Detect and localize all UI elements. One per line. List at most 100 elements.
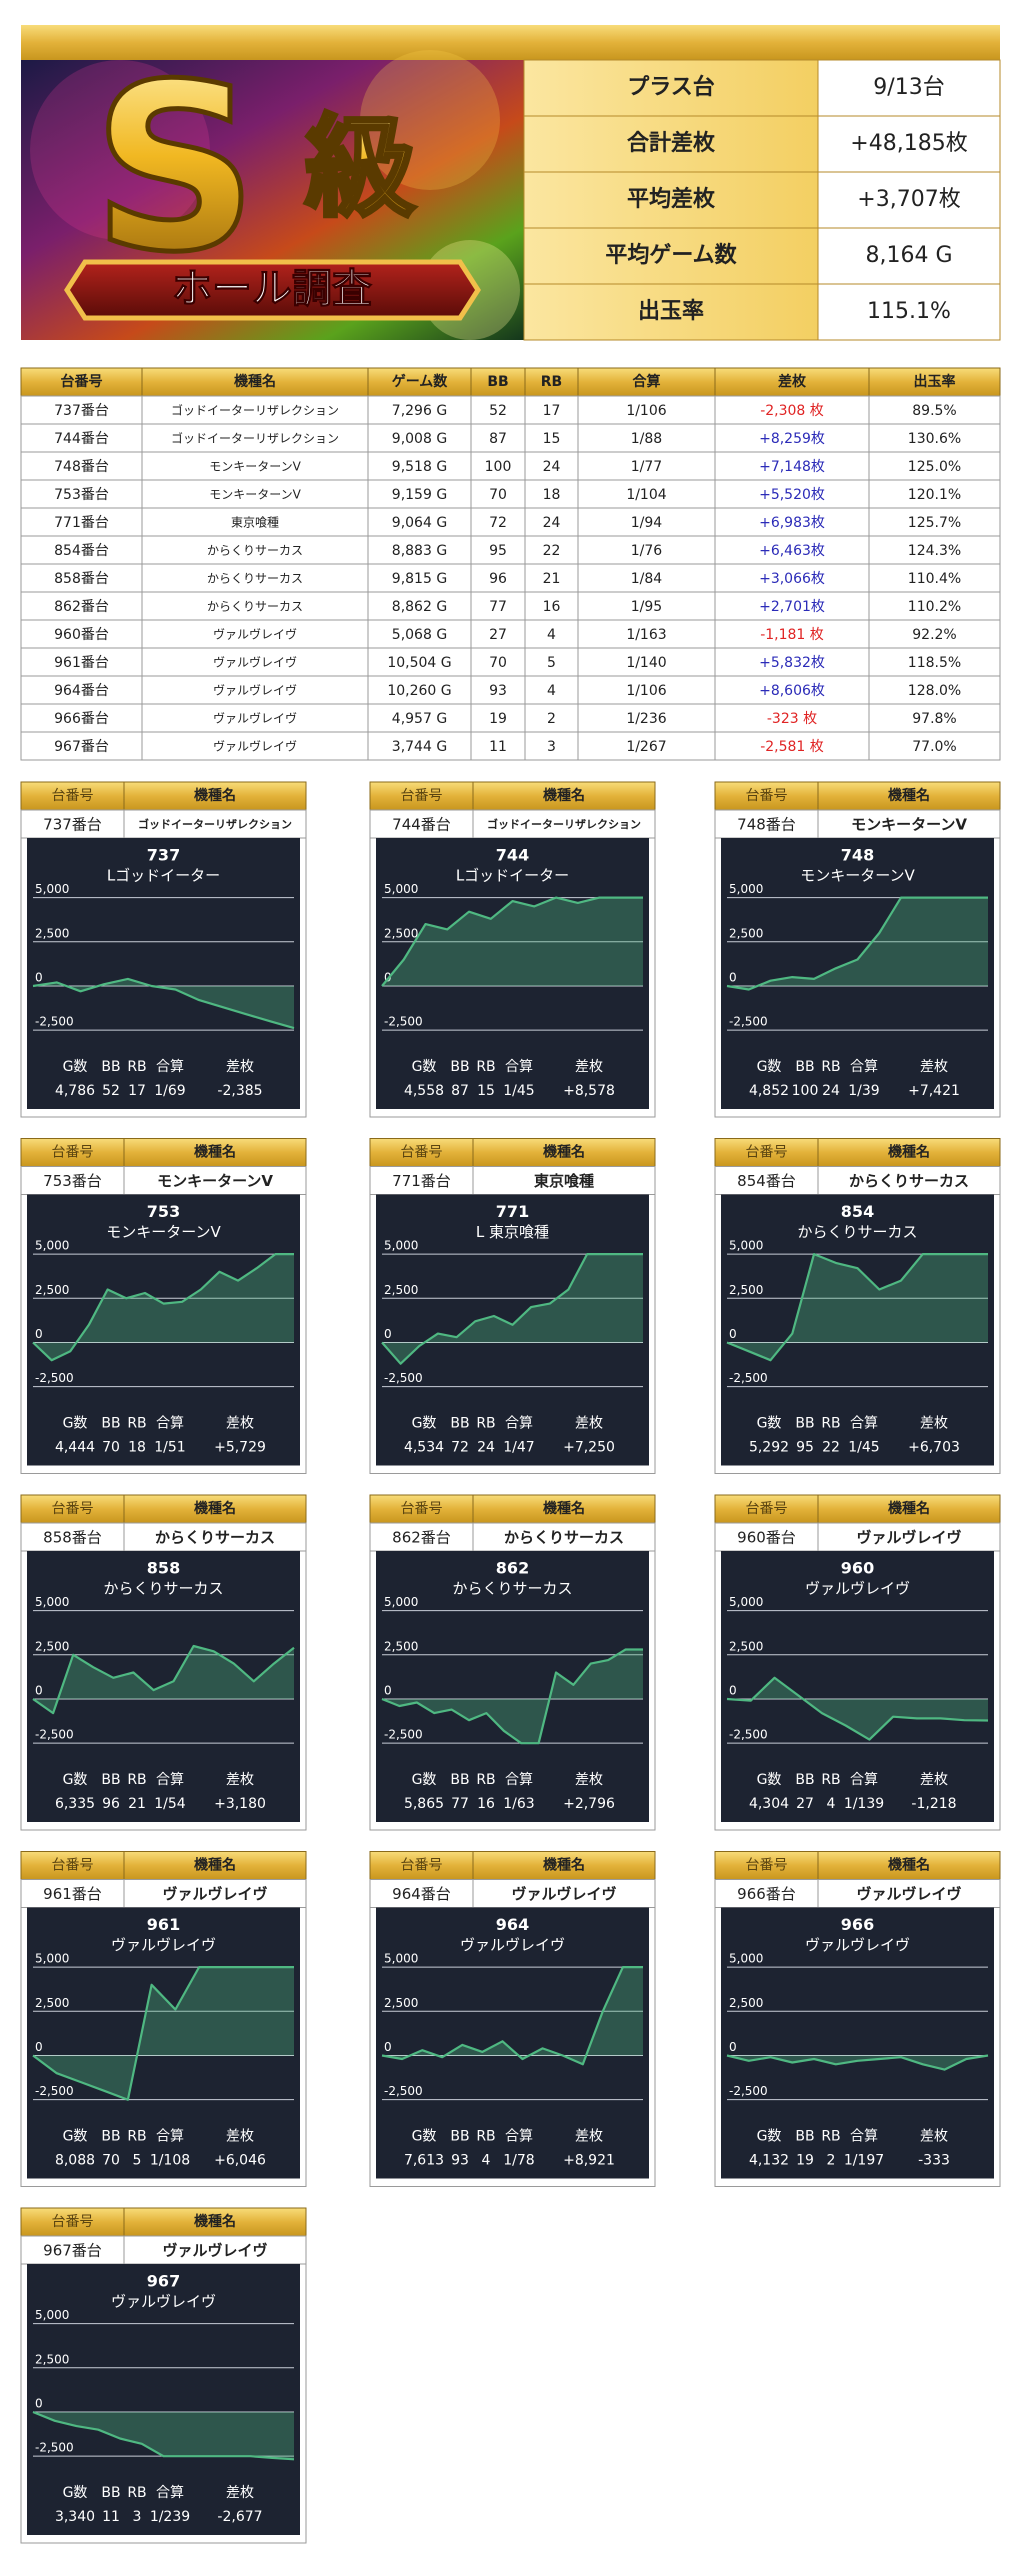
table-text: 961番台 [54, 655, 109, 671]
table-text: からくりサーカス [207, 544, 303, 558]
y-tick-label: 5,000 [729, 1952, 763, 1966]
card-name: ゴッドイーターリザレクション [138, 817, 292, 831]
card-header-cell [369, 1851, 474, 1880]
table-diff: +6,463枚 [759, 543, 825, 559]
y-tick-label: 0 [729, 1683, 737, 1697]
area [33, 2411, 294, 2460]
table-cell [577, 479, 716, 509]
glow [360, 50, 500, 190]
table-text: モンキーターンV [209, 460, 301, 474]
table-text: 9,064 G [392, 515, 447, 531]
y-tick-label: 2,500 [729, 1639, 763, 1653]
table-text: 1/104 [626, 487, 666, 503]
y-tick-label: 0 [729, 970, 737, 984]
stat-header: RB [127, 1772, 146, 1788]
line [381, 896, 643, 987]
y-tick-label: -2,500 [384, 1371, 423, 1385]
table-cell [141, 535, 369, 565]
table-cell [714, 591, 870, 621]
table-cell [714, 423, 870, 453]
table-cell [20, 591, 143, 621]
card-header: 機種名 [543, 1500, 585, 1517]
stat-header: BB [101, 2485, 120, 2501]
line [726, 1676, 989, 1741]
stat-header: BB [795, 1059, 814, 1075]
stat-value: 100 [792, 1083, 819, 1099]
stat-value: 52 [102, 1083, 120, 1099]
y-tick-label: 5,000 [35, 1595, 69, 1609]
stat-header: 差枚 [575, 2129, 603, 2145]
table-text: 22 [543, 543, 561, 559]
table-cell [524, 619, 579, 649]
table-text: 771番台 [54, 515, 109, 531]
table-text: 966番台 [54, 711, 109, 727]
table-cell [868, 479, 1001, 509]
stat-header: BB [795, 2129, 814, 2145]
stat-header: 差枚 [226, 1772, 254, 1788]
table-text: 18 [543, 487, 561, 503]
stat-header: 合算 [505, 2129, 533, 2145]
table-text: 1/140 [626, 655, 666, 671]
table-diff: +7,148枚 [759, 459, 825, 475]
chart-panel [27, 838, 300, 1109]
table-text: 7,296 G [392, 403, 447, 419]
y-tick-label: 0 [384, 1683, 392, 1697]
line [726, 896, 988, 991]
stat-value: 24 [822, 1083, 840, 1099]
table-cell [868, 563, 1001, 593]
stat-value: 4,444 [55, 1440, 95, 1456]
y-tick-label: 5,000 [384, 1952, 418, 1966]
table-cell [367, 535, 472, 565]
summary-value: 115.1% [867, 299, 951, 324]
card-header: 台番号 [52, 1858, 94, 1874]
area [33, 1967, 294, 2100]
area [382, 1649, 643, 1744]
stat-header: 合算 [156, 2485, 184, 2501]
stat-header: 合算 [505, 1416, 533, 1432]
table-cell [524, 451, 579, 481]
line [726, 1253, 988, 1362]
table-text: 24 [543, 515, 561, 531]
stat-value: 5,292 [749, 1440, 789, 1456]
card-header: 台番号 [401, 1858, 443, 1874]
card-name: からくりサーカス [504, 1529, 624, 1547]
table-text: 1/84 [631, 571, 663, 587]
card-name: モンキーターンV [851, 816, 967, 834]
stat-header: 合算 [156, 2129, 184, 2145]
area [33, 978, 294, 1029]
table-text: 1/163 [626, 627, 666, 643]
table-cell [577, 731, 716, 761]
y-tick-label: -2,500 [35, 1728, 74, 1742]
chart-panel [721, 838, 994, 1109]
area [33, 1254, 294, 1361]
table-header: 合算 [633, 373, 661, 390]
card-name: からくりサーカス [849, 1172, 969, 1190]
card-header: 機種名 [543, 787, 585, 804]
banner: S 級 ホール調査 [21, 33, 524, 340]
y-tick-label: 2,500 [729, 1283, 763, 1297]
table-text: 964番台 [54, 683, 109, 699]
line [726, 2054, 989, 2071]
card-header: 台番号 [401, 788, 443, 804]
table-header-cell [141, 367, 369, 397]
stat-value: 87 [451, 1083, 469, 1099]
stat-header: G数 [757, 1059, 782, 1075]
stat-header: RB [127, 2129, 146, 2145]
stat-value: +8,921 [563, 2153, 615, 2169]
table-text: 8,862 G [392, 599, 447, 615]
stat-header: G数 [757, 1416, 782, 1432]
chart-panel [721, 1907, 994, 2179]
stat-value: 4,304 [749, 1796, 789, 1812]
stat-value: 95 [796, 1440, 814, 1456]
line [381, 1966, 643, 2066]
table-cell [577, 563, 716, 593]
table-header-cell [470, 367, 526, 397]
table-text: ヴァルヴレイヴ [213, 683, 297, 698]
table-text: ヴァルヴレイヴ [213, 711, 297, 726]
y-tick-label: -2,500 [729, 1015, 768, 1029]
stat-header: 合算 [850, 1416, 878, 1432]
card-number: 862番台 [392, 1529, 451, 1547]
summary-value: +3,707枚 [857, 187, 960, 212]
